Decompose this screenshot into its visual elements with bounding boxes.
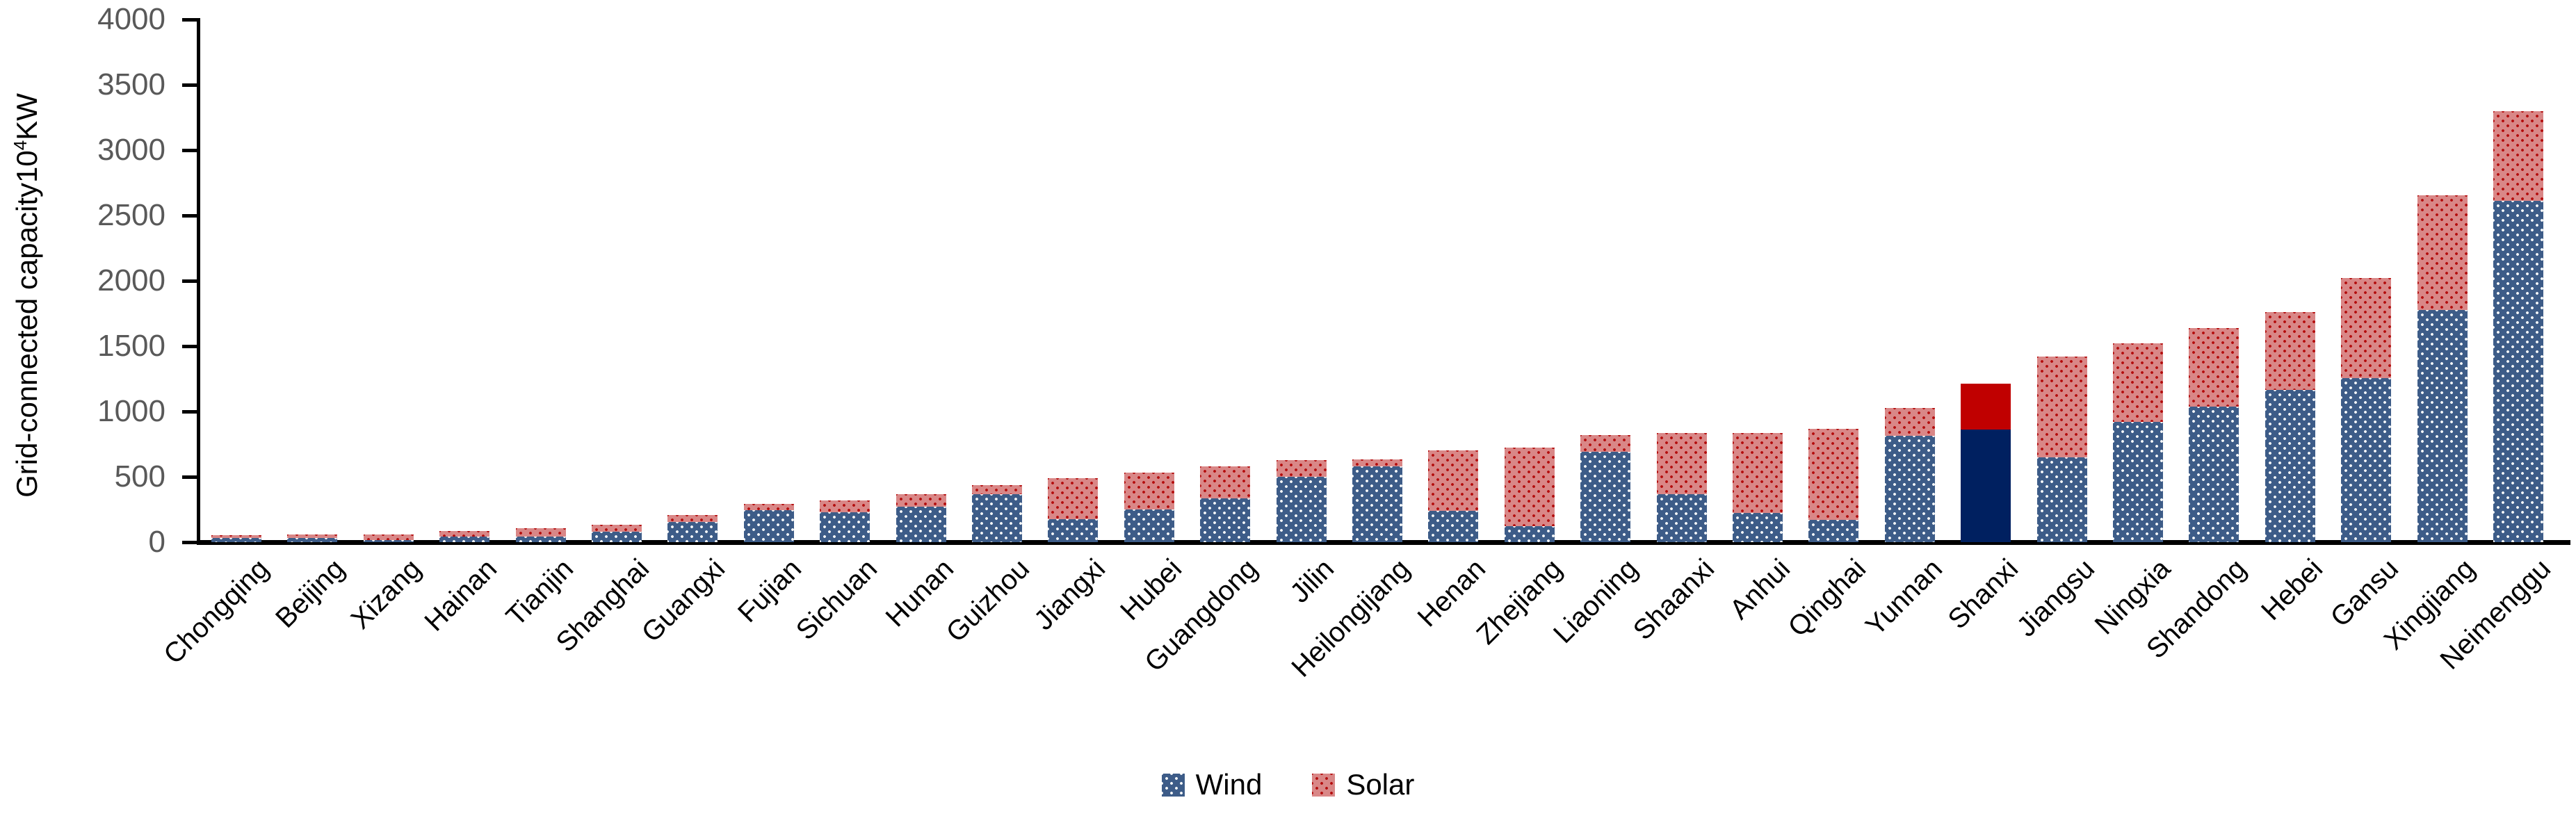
solar-segment-anhui [1733,432,1783,514]
wind-segment-shaanxi [1656,493,1707,542]
solar-segment-shanghai [592,524,642,532]
wind-segment-neimenggu [2493,201,2543,542]
solar-segment-neimenggu [2493,111,2543,202]
wind-segment-qinghai [1808,520,1859,542]
wind-segment-hainan [439,537,490,542]
legend-label-wind: Wind [1195,768,1263,801]
legend-label-solar: Solar [1346,768,1415,801]
wind-segment-chongqing [211,538,261,542]
wind-segment-guangdong [1200,498,1251,542]
y-axis-tick-label: 0 [148,525,165,559]
legend-swatch-solar [1312,773,1336,797]
solar-segment-hebei [2265,312,2315,390]
y-axis-tick-mark [182,214,197,218]
wind-segment-shanghai [592,532,642,542]
wind-segment-hubei [1124,509,1174,542]
solar-segment-jiangsu [2036,356,2087,458]
solar-segment-zhejiang [1504,448,1555,526]
y-axis-tick-mark [182,18,197,22]
y-axis-tick-mark [182,541,197,544]
wind-segment-guizhou [972,494,1022,542]
wind-segment-anhui [1733,513,1783,542]
y-axis-tick-label: 4000 [97,2,165,36]
solar-segment-shaanxi [1656,432,1707,494]
wind-segment-zhejiang [1504,525,1555,542]
legend: Wind Solar [0,769,2576,801]
solar-segment-tianjin [515,528,566,537]
wind-segment-tianjin [515,537,566,542]
y-axis-line [197,18,200,544]
solar-segment-ningxia [2113,343,2163,422]
wind-segment-guangxi [667,522,718,542]
wind-segment-gansu [2341,378,2392,542]
wind-segment-beijing [287,537,338,542]
solar-segment-beijing [287,535,338,538]
wind-segment-shanxi [1961,430,2011,542]
y-axis-tick-label: 1500 [97,329,165,363]
legend-item-solar: Solar [1312,769,1414,801]
solar-segment-jiangxi [1048,478,1099,520]
solar-segment-qinghai [1808,428,1859,521]
wind-segment-yunnan [1884,435,1935,542]
y-axis-tick-mark [182,475,197,479]
y-axis-tick-label: 1000 [97,394,165,428]
wind-segment-xingjiang [2417,309,2468,542]
solar-segment-heilongijang [1352,459,1402,466]
solar-segment-guangdong [1200,466,1251,499]
y-axis-tick-label: 2500 [97,198,165,232]
solar-segment-hunan [896,493,946,507]
solar-segment-liaoning [1580,435,1631,452]
y-axis-tick-mark [182,345,197,348]
wind-segment-sichuan [820,512,870,542]
solar-segment-fujian [743,503,794,510]
wind-segment-jiangxi [1048,519,1099,542]
legend-item-wind: Wind [1161,768,1263,801]
y-axis-tick-mark [182,279,197,283]
solar-segment-xingjiang [2417,195,2468,310]
solar-segment-xizang [363,534,414,541]
y-axis-tick-mark [182,410,197,414]
y-axis-title-unit: KW [10,93,43,140]
wind-segment-jiangsu [2036,457,2087,542]
y-axis-tick-label: 2000 [97,263,165,297]
solar-segment-hainan [439,531,490,537]
solar-segment-shandong [2189,327,2239,407]
solar-segment-guangxi [667,515,718,523]
solar-segment-jilin [1276,459,1327,477]
wind-segment-heilongijang [1352,466,1402,542]
wind-segment-hunan [896,507,946,542]
y-axis-tick-mark [182,83,197,87]
x-axis-line [197,540,2570,545]
solar-segment-chongqing [211,535,261,539]
solar-segment-guizhou [972,484,1022,495]
wind-segment-henan [1428,511,1479,542]
y-axis-tick-label: 500 [114,459,165,493]
solar-segment-henan [1428,450,1479,512]
wind-segment-ningxia [2113,421,2163,542]
solar-segment-sichuan [820,500,870,513]
wind-segment-xizang [363,540,414,542]
wind-segment-shandong [2189,407,2239,542]
wind-segment-fujian [743,509,794,542]
wind-segment-jilin [1276,476,1327,542]
y-axis-tick-label: 3000 [97,133,165,167]
wind-segment-liaoning [1580,452,1631,542]
solar-segment-gansu [2341,278,2392,379]
solar-segment-shanxi [1961,383,2011,430]
legend-swatch-wind [1161,773,1185,797]
solar-segment-hubei [1124,472,1174,510]
y-axis-tick-label: 3500 [97,67,165,101]
wind-segment-hebei [2265,389,2315,542]
y-axis-tick-mark [182,149,197,152]
solar-segment-yunnan [1884,407,1935,436]
